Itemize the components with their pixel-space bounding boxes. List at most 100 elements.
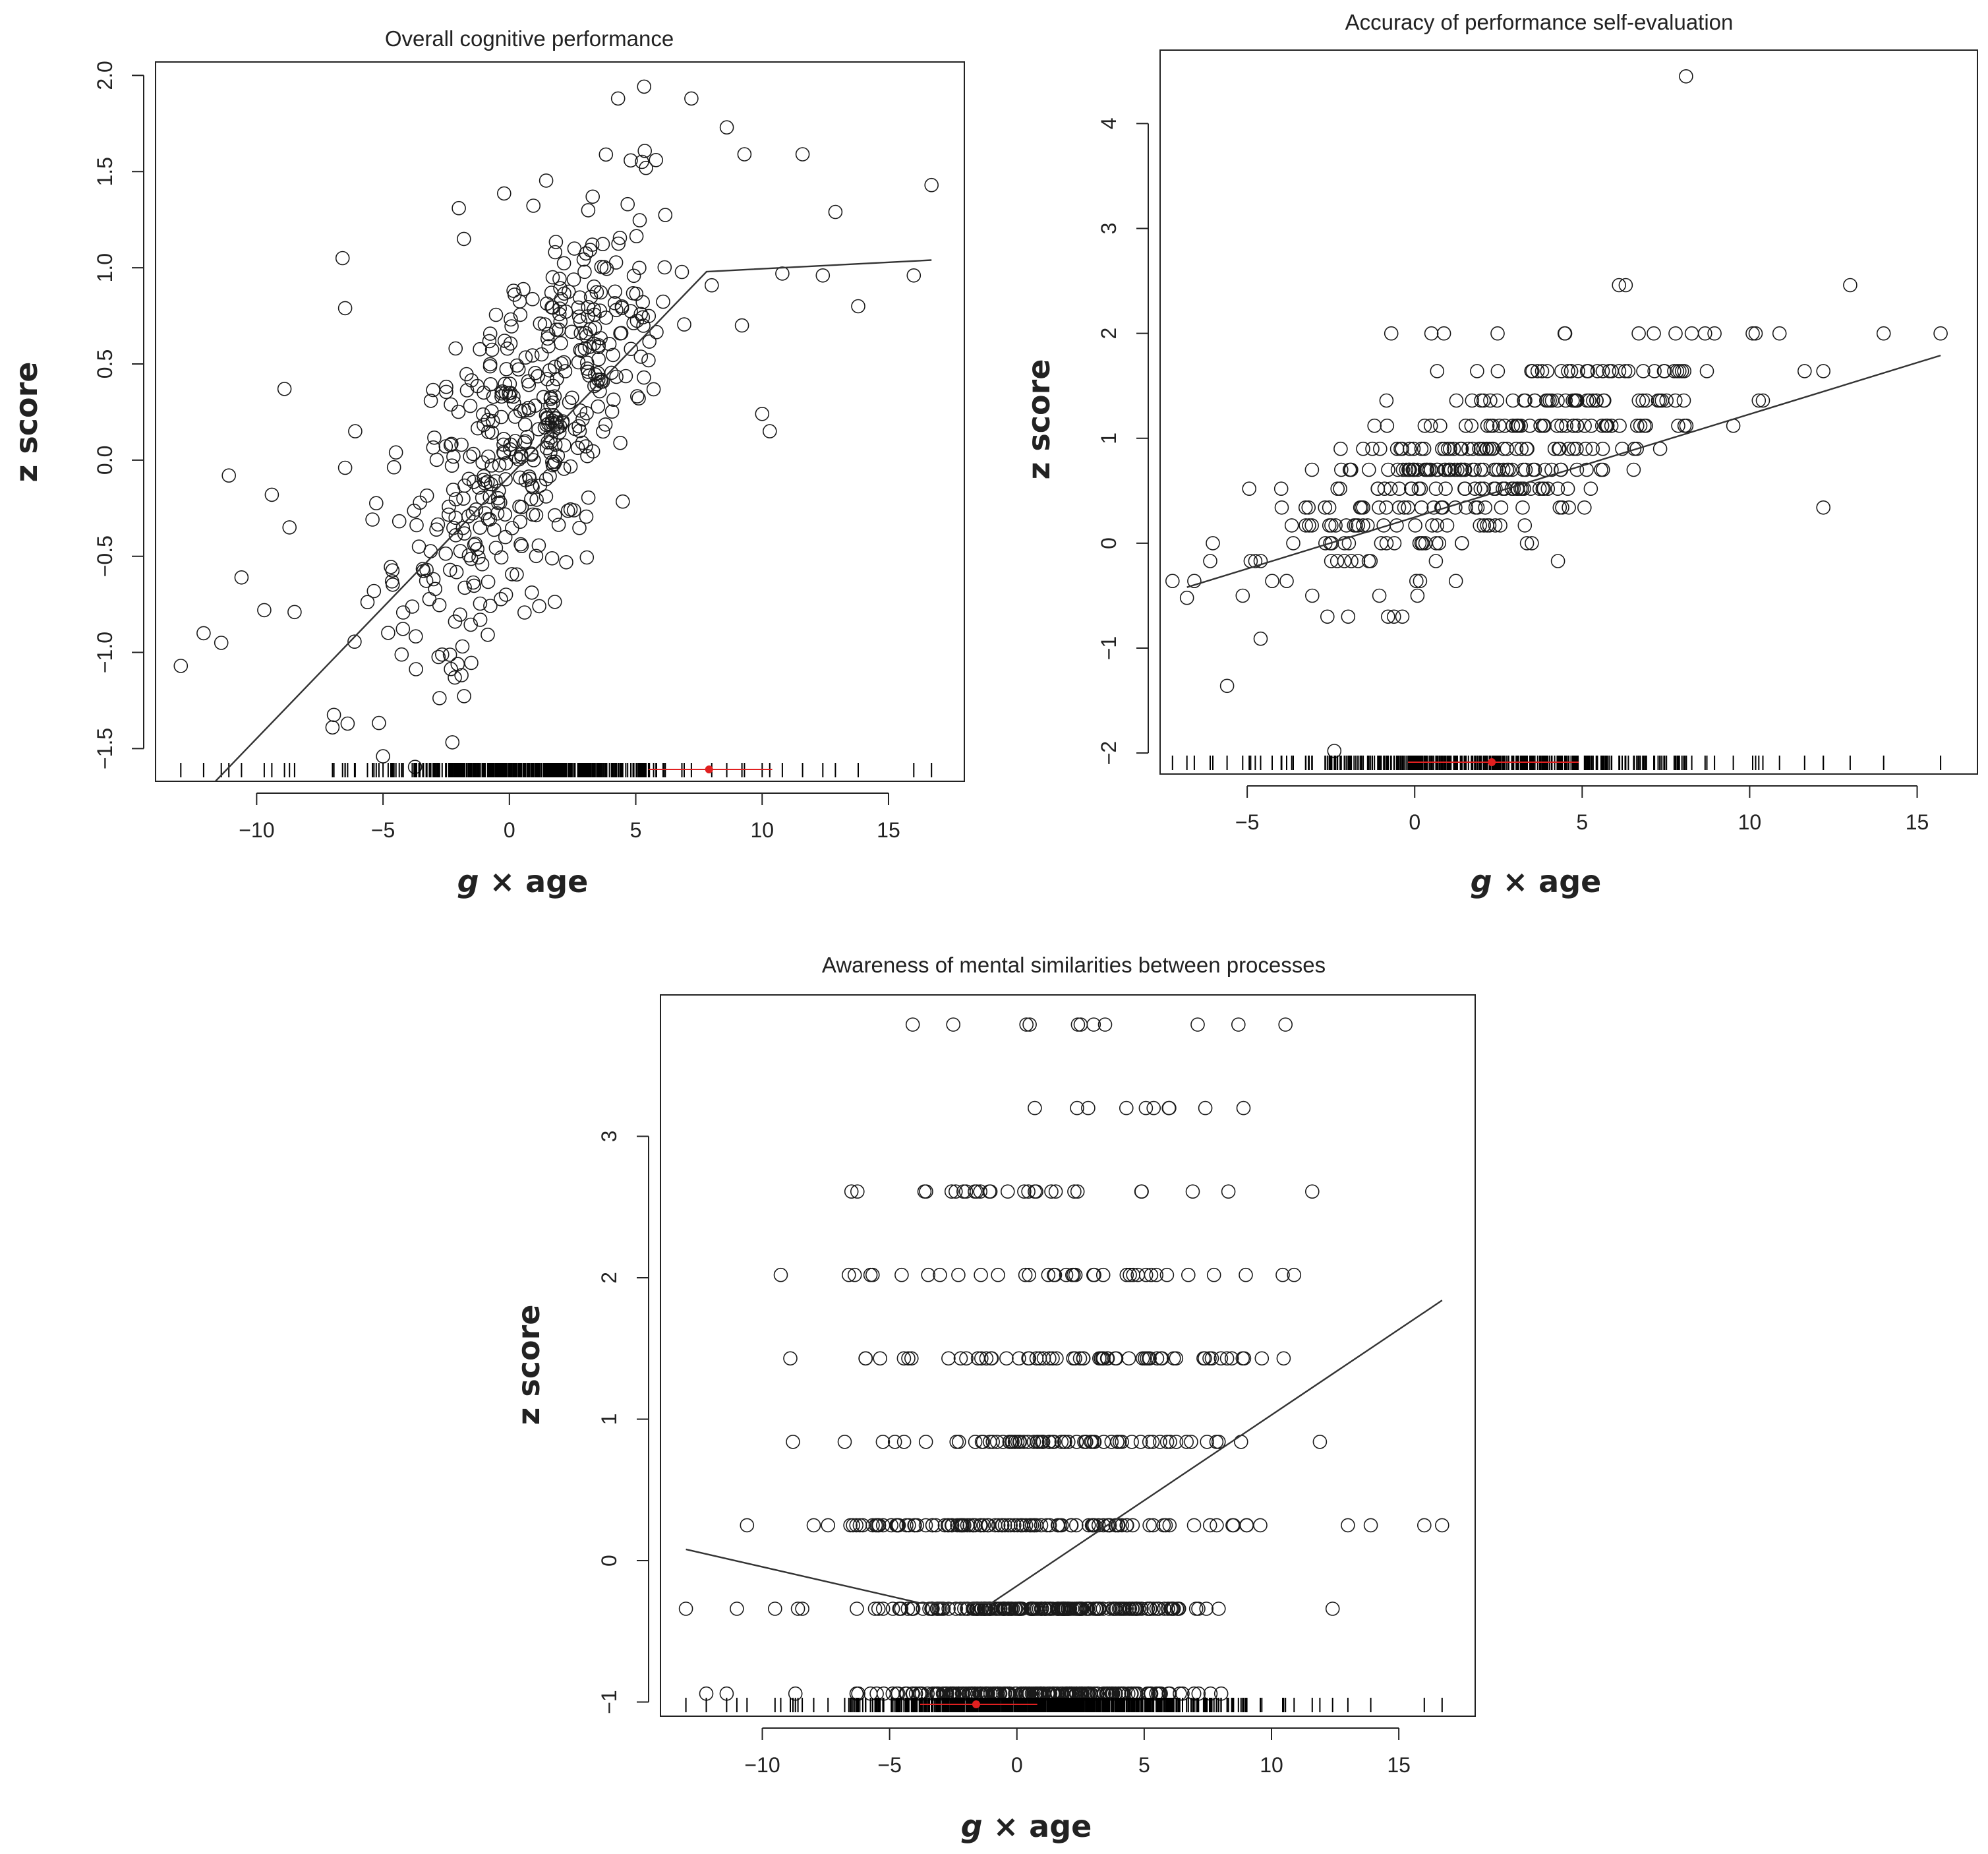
data-point (1467, 481, 1482, 496)
data-point (1536, 481, 1552, 496)
data-point (583, 243, 598, 257)
data-point (1069, 1435, 1084, 1449)
data-point (949, 1601, 964, 1616)
data-point (326, 707, 341, 723)
data-point (1524, 364, 1538, 378)
data-point (451, 404, 466, 419)
data-point (1028, 1100, 1042, 1116)
data-point (1072, 1351, 1088, 1366)
data-point (1457, 462, 1472, 477)
data-point (1334, 462, 1349, 477)
data-point (482, 326, 498, 341)
data-point (1515, 500, 1530, 515)
data-point (1559, 418, 1573, 433)
data-point (525, 348, 540, 363)
data-point (1432, 536, 1447, 551)
data-point (482, 334, 497, 349)
data-point (1555, 500, 1569, 515)
data-point (1527, 462, 1542, 477)
data-point (427, 430, 442, 445)
data-point (1676, 393, 1691, 408)
panel-overall-ylabel: z score (9, 362, 44, 483)
data-point (925, 1601, 939, 1616)
data-point (1564, 364, 1579, 378)
data-point (518, 350, 533, 365)
data-point (1525, 536, 1539, 551)
data-point (486, 522, 502, 537)
data-point (1618, 278, 1633, 293)
data-point (901, 1351, 916, 1366)
data-point (1042, 1518, 1057, 1533)
data-point (773, 1267, 788, 1282)
data-point (429, 522, 444, 537)
data-point (925, 1518, 940, 1533)
data-point (1514, 441, 1529, 456)
data-point (1428, 554, 1444, 568)
panel-overall-xlabel-rest: × age (479, 864, 589, 899)
data-point (887, 1435, 902, 1449)
data-point (755, 406, 770, 421)
data-point (591, 399, 606, 414)
panel-overall-y-axis: −1.5 −1.0 −0.5 0.0 0.5 1.0 1.5 2.0 (93, 61, 144, 769)
data-point (443, 438, 458, 452)
data-point (452, 200, 466, 216)
data-point (1239, 1518, 1254, 1533)
data-point (1519, 536, 1535, 551)
data-point (1480, 418, 1495, 433)
data-point (559, 554, 573, 570)
data-point (477, 469, 491, 484)
data-point (1539, 393, 1554, 408)
data-point (558, 364, 573, 378)
data-point (1142, 1518, 1157, 1533)
data-point (1536, 418, 1551, 433)
data-point (1410, 462, 1425, 477)
data-point (454, 437, 469, 452)
data-point (456, 491, 471, 506)
data-point (446, 483, 461, 497)
data-point (1045, 1435, 1060, 1449)
panel-awareness-fit (686, 1300, 1443, 1604)
data-point (1554, 418, 1569, 433)
data-point (1618, 364, 1633, 378)
data-point (1550, 554, 1565, 568)
data-point (1454, 441, 1469, 456)
data-point (514, 539, 529, 554)
y-tick-label: −1.5 (93, 728, 117, 769)
data-point (968, 1435, 983, 1449)
data-point (1125, 1435, 1139, 1449)
data-point (429, 452, 444, 467)
data-point (1423, 418, 1438, 433)
data-point (1363, 554, 1378, 568)
data-point (1320, 609, 1335, 624)
data-point (470, 421, 485, 436)
rug-center-marker (972, 1700, 980, 1708)
x-tick-label: 0 (1011, 1753, 1023, 1777)
data-point (347, 634, 362, 649)
data-point (593, 384, 607, 399)
data-point (1560, 481, 1575, 496)
data-point (847, 1267, 862, 1282)
data-point (1584, 418, 1598, 433)
data-point (1414, 500, 1429, 515)
data-point (1019, 1017, 1034, 1032)
data-point (1486, 481, 1502, 496)
panel-accuracy-x-axis: −5 0 5 10 15 (1235, 785, 1929, 834)
data-point (1225, 1518, 1240, 1533)
data-point (394, 647, 409, 662)
data-point (1153, 1435, 1167, 1449)
data-point (1041, 1267, 1056, 1282)
data-point (953, 1351, 968, 1366)
data-point (494, 550, 509, 565)
data-point (504, 567, 519, 582)
data-point (450, 657, 465, 672)
data-point (1219, 678, 1235, 694)
data-point (624, 153, 638, 168)
data-point (1330, 554, 1345, 568)
data-point (547, 508, 562, 523)
data-point (719, 120, 734, 135)
data-point (657, 260, 672, 275)
panel-awareness-title: Awareness of mental similarities between… (822, 953, 1326, 977)
data-point (974, 1601, 989, 1616)
data-point (1372, 588, 1387, 603)
data-point (1305, 1184, 1320, 1199)
